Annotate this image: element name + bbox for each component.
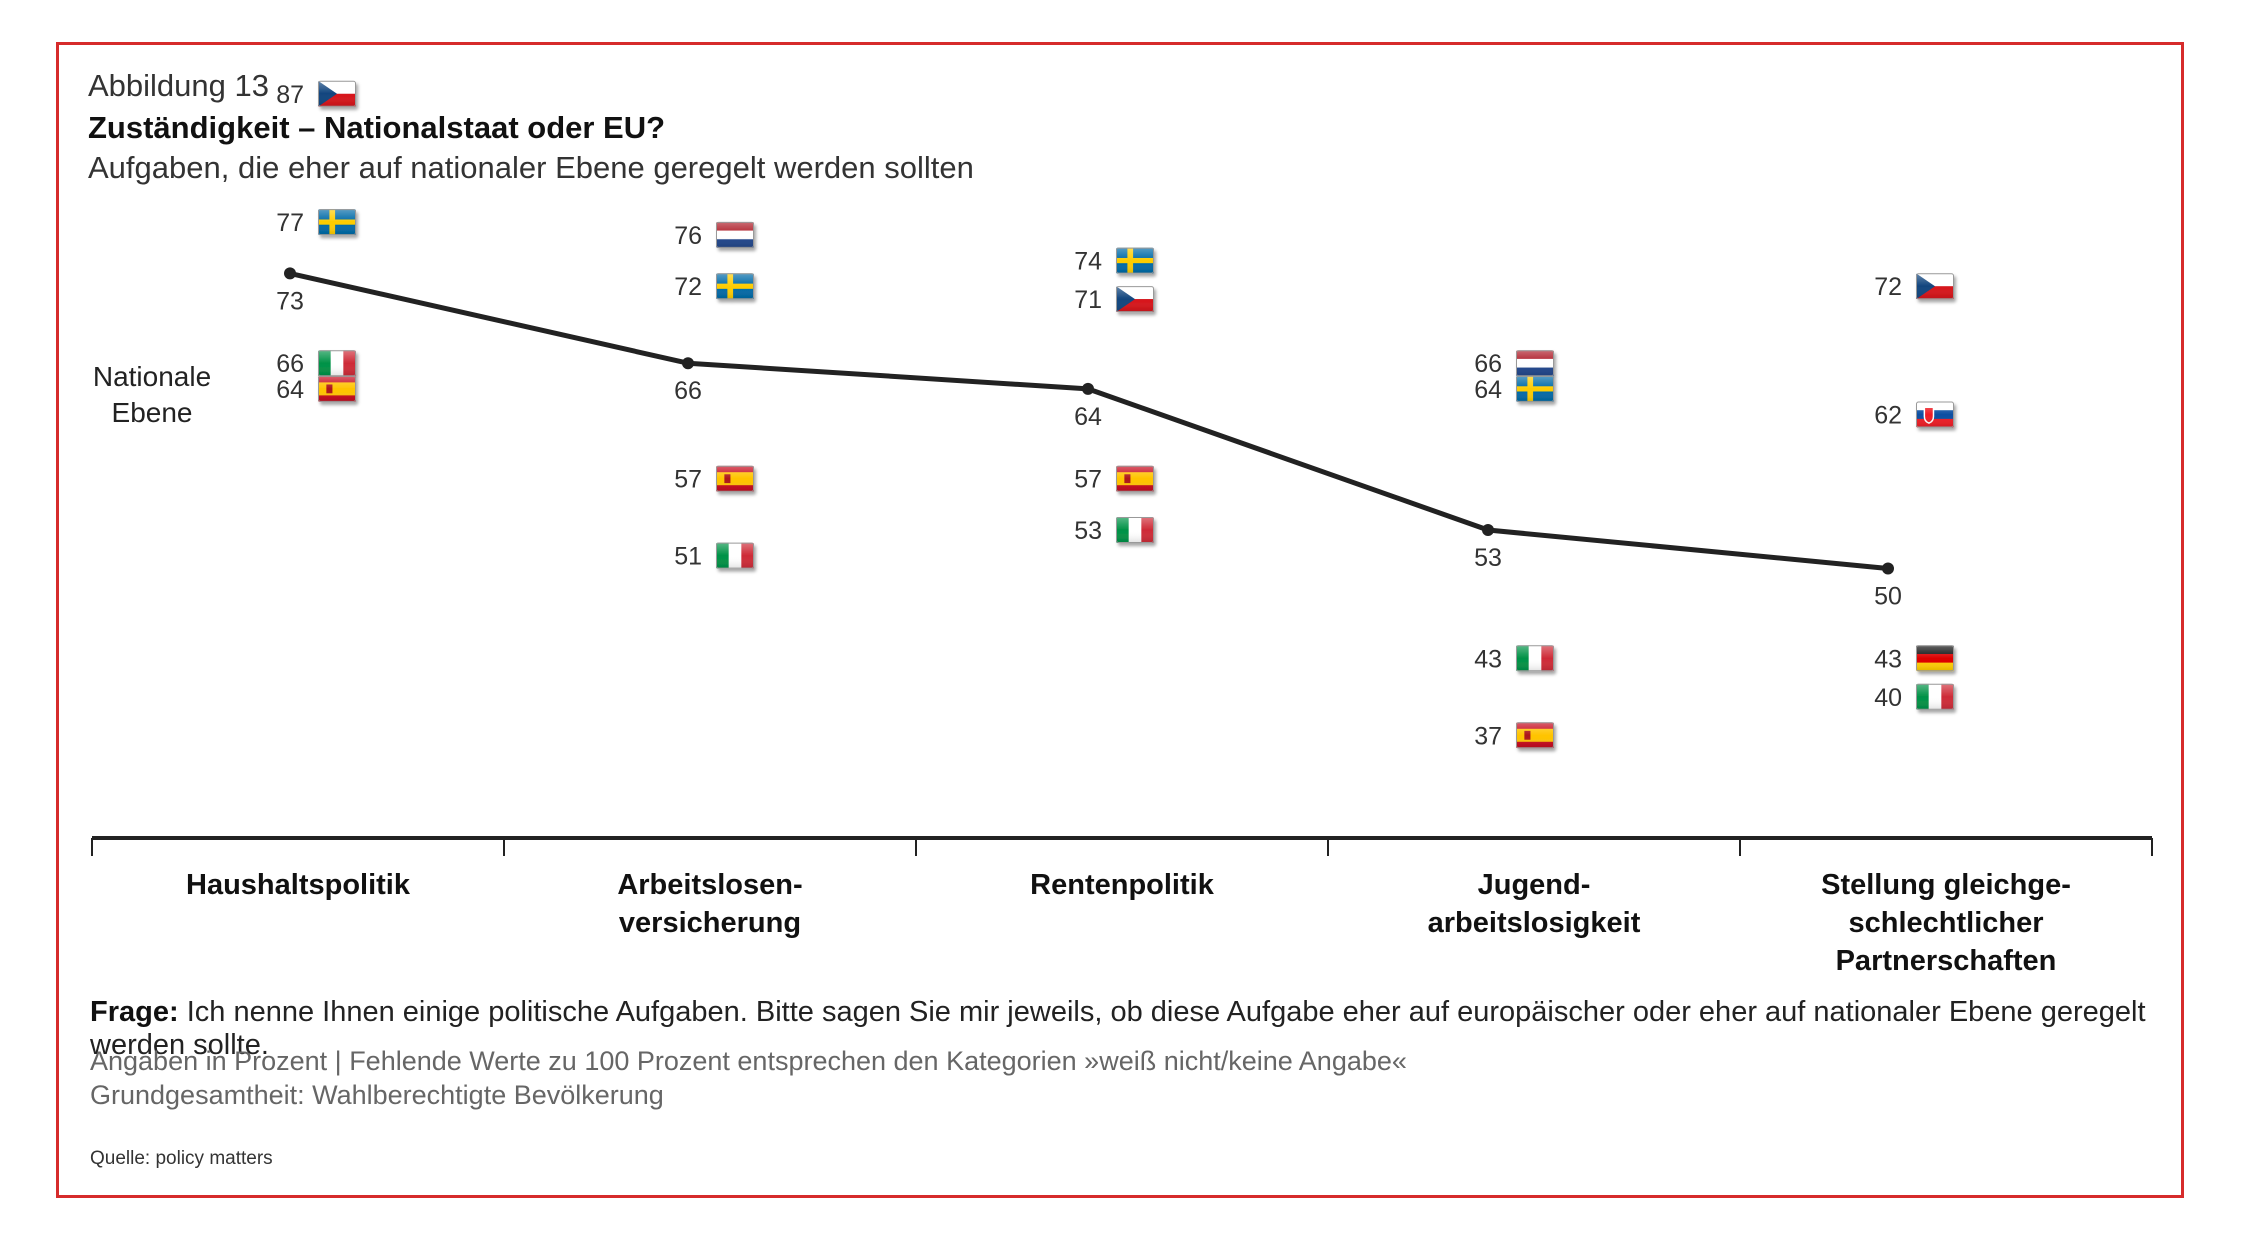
data-point: [284, 267, 296, 280]
x-tick-label: Arbeitslosen-versicherung: [617, 869, 803, 939]
flag-spain-icon: [1516, 722, 1554, 749]
flag-italy-icon: [1916, 683, 1954, 710]
country-value-label: 64: [276, 376, 304, 404]
flag-czech-republic-icon: [1916, 273, 1954, 300]
data-label: 64: [1074, 403, 1102, 431]
x-tick-label: Rentenpolitik: [1030, 869, 1214, 901]
country-value-label: 72: [1874, 273, 1902, 301]
flag-spain-icon: [1116, 465, 1154, 492]
country-value-label: 57: [674, 466, 702, 494]
country-value-label: 66: [1474, 350, 1502, 378]
data-point: [682, 357, 694, 370]
flag-netherlands-icon: [716, 221, 754, 248]
chart-subtitle: Aufgaben, die eher auf nationaler Ebene …: [88, 150, 974, 185]
data-label: 73: [276, 287, 304, 315]
country-value-label: 64: [1474, 376, 1502, 404]
data-label: 50: [1874, 583, 1902, 611]
figure-frame: [56, 42, 2184, 1198]
country-value-label: 53: [1074, 517, 1102, 545]
country-value-label: 43: [1874, 645, 1902, 673]
flag-italy-icon: [1116, 517, 1154, 544]
flag-sweden-icon: [1516, 375, 1554, 402]
flag-germany-icon: [1916, 645, 1954, 672]
country-value-label: 62: [1874, 402, 1902, 430]
chart-title: Zuständigkeit – Nationalstaat oder EU?: [88, 110, 666, 145]
data-point: [1082, 382, 1094, 395]
flag-spain-icon: [318, 375, 356, 402]
question-label: Frage:: [90, 996, 179, 1028]
x-tick-label: Haushaltspolitik: [186, 869, 410, 901]
x-tick-label: Stellung gleichge-schlechtlicher Partner…: [1821, 869, 2071, 977]
population-note: Grundgesamtheit: Wahlberechtigte Bevölke…: [90, 1080, 664, 1110]
flag-sweden-icon: [1116, 247, 1154, 274]
figure-number: Abbildung 13: [88, 68, 269, 103]
flag-czech-republic-icon: [318, 80, 356, 107]
series-label: Nationale Ebene: [93, 361, 211, 428]
country-value-label: 76: [674, 222, 702, 250]
flag-netherlands-icon: [1516, 350, 1554, 377]
x-tick-label: Jugend-arbeitslosigkeit: [1427, 869, 1641, 939]
flag-italy-icon: [318, 350, 356, 377]
country-value-label: 72: [674, 273, 702, 301]
flag-slovakia-icon: [1916, 401, 1954, 428]
country-value-label: 51: [674, 543, 702, 571]
flag-italy-icon: [1516, 645, 1554, 672]
survey-question: Frage: Ich nenne Ihnen einige politische…: [90, 996, 2150, 1062]
data-point: [1882, 562, 1894, 575]
flag-sweden-icon: [716, 273, 754, 300]
country-value-label: 57: [1074, 466, 1102, 494]
country-value-label: 40: [1874, 684, 1902, 712]
country-value-label: 74: [1074, 248, 1102, 276]
country-value-label: 37: [1474, 722, 1502, 750]
country-value-label: 71: [1074, 286, 1102, 314]
data-label: 53: [1474, 544, 1502, 572]
country-value-label: 43: [1474, 645, 1502, 673]
country-value-label: 87: [276, 81, 304, 109]
source-note: Quelle: policy matters: [90, 1148, 273, 1169]
percent-note: Angaben in Prozent | Fehlende Werte zu 1…: [90, 1046, 1407, 1076]
flag-czech-republic-icon: [1116, 286, 1154, 313]
country-value-label: 66: [276, 350, 304, 378]
data-label: 66: [674, 377, 702, 405]
data-point: [1482, 524, 1494, 537]
flag-italy-icon: [716, 542, 754, 569]
question-text: Ich nenne Ihnen einige politische Aufgab…: [90, 996, 2146, 1061]
country-value-label: 77: [276, 209, 304, 237]
flag-spain-icon: [716, 465, 754, 492]
flag-sweden-icon: [318, 209, 356, 236]
